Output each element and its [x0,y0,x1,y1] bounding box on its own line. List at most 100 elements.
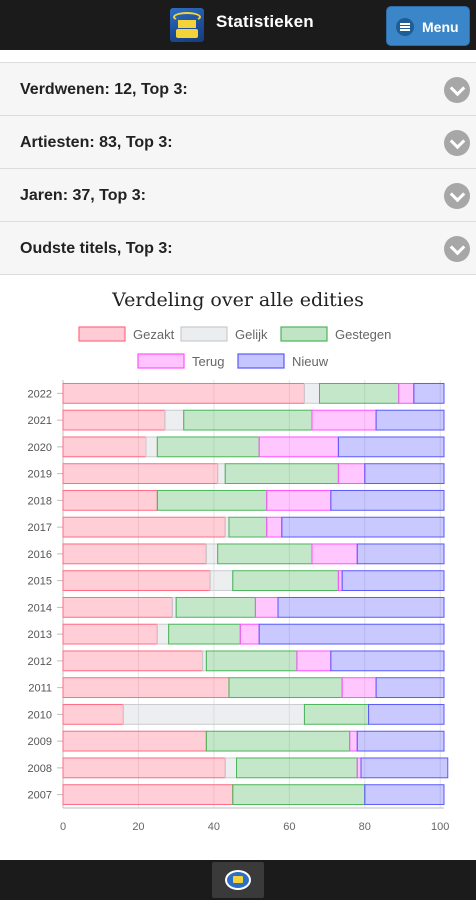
bar-segment [254,596,279,618]
bar-segment [224,757,238,779]
accordion-item-jaren[interactable]: Jaren: 37, Top 3: [0,169,476,222]
bar-segment [228,677,343,699]
y-tick-label: 2010 [28,709,52,721]
menu-button-label: Menu [422,19,459,35]
accordion-label: Jaren: 37, Top 3: [20,187,146,204]
bar-segment [205,543,219,565]
bar-segment [232,570,339,592]
x-tick-label: 80 [359,821,371,833]
x-tick-label: 60 [283,821,295,833]
bar-segment [224,516,230,538]
bar-segment [228,516,268,538]
y-tick-label: 2020 [28,442,52,454]
bar-segment [311,409,377,431]
accordion-item-verdwenen[interactable]: Verdwenen: 12, Top 3: [0,63,476,116]
y-tick-label: 2009 [28,736,52,748]
bar-segment [337,436,445,458]
bar-segment [356,543,445,565]
bar-segment [122,703,305,725]
bar-segment [375,677,445,699]
bar-segment [303,703,370,725]
top-bar: Statistieken Menu [0,0,476,50]
y-tick-label: 2013 [28,629,52,641]
bar-segment [368,703,445,725]
distribution-chart-panel: Verdeling over alle edities Gezakt Gelijk G… [0,276,476,860]
bar-segment [62,757,226,779]
legend-label: Gezakt [133,327,175,342]
menu-button[interactable]: Menu [386,6,470,46]
y-tick-label: 2021 [28,415,52,427]
bar-segment [224,463,339,485]
bar-segment [258,436,339,458]
bar-segment [62,650,204,672]
bar-segment [258,623,445,645]
chevron-down-icon[interactable] [444,236,470,262]
bar-segment [413,382,445,404]
bar-segment [364,463,445,485]
bar-segment [62,730,207,752]
bar-segment [168,623,241,645]
bar-segment [202,650,207,672]
y-tick-label: 2007 [28,790,52,802]
bar-segment [62,436,147,458]
stats-accordion: Verdwenen: 12, Top 3: Artiesten: 83, Top… [0,62,476,275]
chevron-down-icon[interactable] [444,183,470,209]
bar-segment [266,516,283,538]
bar-segment [62,677,230,699]
bar-segment [364,784,445,806]
bar-segment [217,463,226,485]
x-tick-label: 20 [132,821,144,833]
bar-segment [239,623,260,645]
bar-segment [281,516,445,538]
legend-swatch [237,353,285,369]
legend-label: Terug [192,354,225,369]
bar-segment [156,623,170,645]
y-tick-label: 2011 [28,683,52,695]
bar-segment [337,570,343,592]
bar-segment [398,382,415,404]
bar-segment [62,489,158,511]
chart-title: Verdeling over alle edities [111,289,364,311]
x-tick-label: 100 [431,821,449,833]
y-tick-label: 2014 [28,602,52,614]
app-logo-icon [170,8,204,42]
bar-segment [62,543,207,565]
bar-segment [337,463,366,485]
bar-segment [303,382,321,404]
chevron-down-icon[interactable] [444,130,470,156]
bar-segment [277,596,445,618]
legend-swatch [78,326,126,342]
home-logo-icon [225,870,251,890]
accordion-label: Oudste titels, Top 3: [20,240,173,257]
bar-segment [156,489,268,511]
legend-label: Nieuw [292,354,329,369]
bar-segment [62,382,305,404]
bar-segment [349,730,358,752]
accordion-label: Verdwenen: 12, Top 3: [20,81,188,98]
distribution-chart: Verdeling over alle edities Gezakt Gelijk G… [28,289,450,833]
legend-label: Gestegen [335,327,391,342]
bar-segment [330,489,445,511]
bar-segment [205,650,298,672]
bar-segment [266,489,332,511]
bar-segment [341,570,445,592]
accordion-item-artiesten[interactable]: Artiesten: 83, Top 3: [0,116,476,169]
bar-segment [375,409,445,431]
bar-segment [356,757,362,779]
y-tick-label: 2008 [28,763,52,775]
bar-segment [360,757,449,779]
bar-segment [62,784,234,806]
legend-swatch [137,353,185,369]
chevron-down-icon[interactable] [444,77,470,103]
bar-segment [175,596,256,618]
bar-segment [319,382,400,404]
bar-segment [62,516,226,538]
accordion-item-oudste-titels[interactable]: Oudste titels, Top 3: [0,222,476,275]
bar-segment [62,596,173,618]
bar-segment [183,409,313,431]
x-tick-label: 40 [208,821,220,833]
x-tick-label: 0 [60,821,66,833]
y-tick-label: 2019 [28,469,52,481]
accordion-label: Artiesten: 83, Top 3: [20,134,173,151]
footer-home-button[interactable] [212,862,264,898]
